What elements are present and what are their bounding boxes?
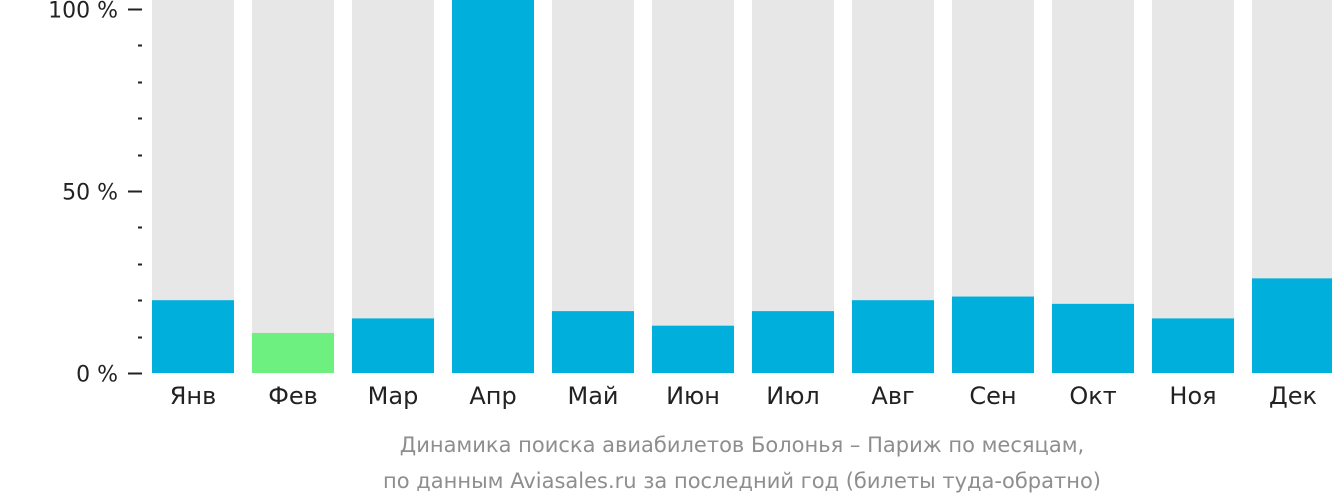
bar-group bbox=[152, 0, 234, 373]
caption-line-1: Динамика поиска авиабилетов Болонья – Па… bbox=[400, 433, 1084, 457]
bar bbox=[1152, 318, 1234, 373]
bar-group bbox=[452, 0, 534, 373]
x-tick-label: Авг bbox=[871, 382, 914, 410]
x-tick-label: Апр bbox=[469, 382, 516, 410]
y-tick-label: 0 % bbox=[76, 363, 118, 388]
bar-group bbox=[852, 0, 934, 373]
bar-track bbox=[552, 0, 634, 373]
x-tick-label: Ноя bbox=[1169, 382, 1216, 410]
bar-group bbox=[1252, 0, 1332, 373]
x-tick-label: Июн bbox=[666, 382, 720, 410]
x-tick-label: Фев bbox=[268, 382, 318, 410]
bar-group bbox=[1052, 0, 1134, 373]
bar bbox=[1052, 303, 1134, 373]
y-axis: 100 % 50 % 0 % bbox=[48, 0, 142, 388]
x-tick-label: Дек bbox=[1269, 382, 1317, 410]
caption-line-2: по данным Aviasales.ru за последний год … bbox=[383, 469, 1101, 493]
bar bbox=[552, 311, 634, 373]
y-tick-label: 100 % bbox=[48, 0, 118, 24]
bar-group bbox=[652, 0, 734, 373]
bar bbox=[1252, 278, 1332, 373]
bar-track bbox=[652, 0, 734, 373]
bar-group bbox=[352, 0, 434, 373]
bar-track bbox=[752, 0, 834, 373]
bar-group bbox=[952, 0, 1034, 373]
bar-group bbox=[552, 0, 634, 373]
x-tick-label: Май bbox=[567, 382, 618, 410]
chart-caption: Динамика поиска авиабилетов Болонья – Па… bbox=[383, 433, 1101, 493]
x-tick-label: Мар bbox=[368, 382, 419, 410]
bar bbox=[852, 300, 934, 373]
bar bbox=[452, 0, 534, 373]
bar-track bbox=[1152, 0, 1234, 373]
bar-group bbox=[752, 0, 834, 373]
y-tick-label: 50 % bbox=[62, 181, 118, 206]
bar bbox=[952, 296, 1034, 373]
x-tick-label: Сен bbox=[969, 382, 1016, 410]
x-tick-label: Янв bbox=[170, 382, 217, 410]
x-tick-label: Окт bbox=[1069, 382, 1116, 410]
bar-track bbox=[252, 0, 334, 373]
bar-group bbox=[252, 0, 334, 373]
bar-group bbox=[1152, 0, 1234, 373]
bar bbox=[352, 318, 434, 373]
bar bbox=[752, 311, 834, 373]
bar-track bbox=[352, 0, 434, 373]
bar bbox=[252, 332, 334, 373]
bars bbox=[152, 0, 1332, 373]
x-axis-labels: Янв Фев Мар Апр Май Июн Июл Авг Сен Окт Ноя Дек bbox=[170, 382, 1317, 410]
x-tick-label: Июл bbox=[766, 382, 820, 410]
bar bbox=[652, 325, 734, 373]
bar bbox=[152, 300, 234, 373]
